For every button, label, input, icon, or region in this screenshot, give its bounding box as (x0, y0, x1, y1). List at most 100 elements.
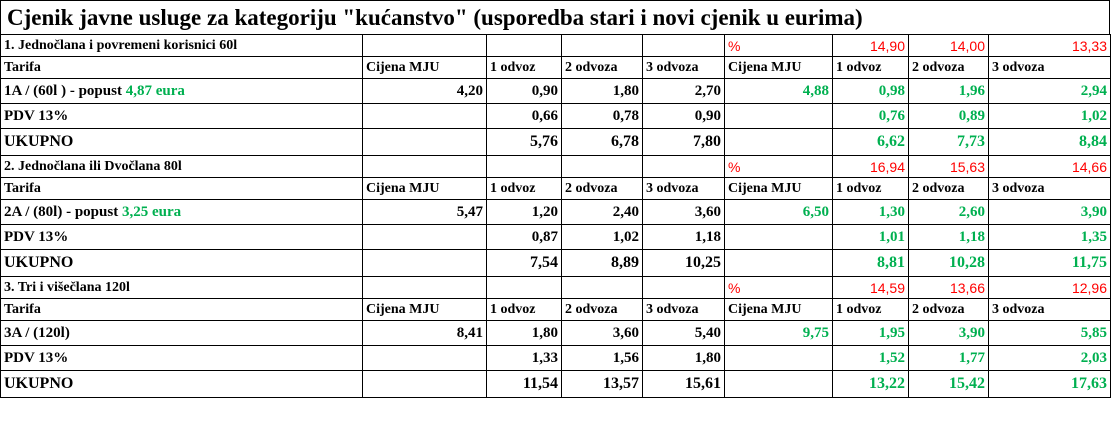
vat-label: PDV 13% (0, 345, 363, 371)
tariff-name: 2A / (80l) - popust (4, 203, 122, 220)
header-cijena-mju-old: Cijena MJU (362, 298, 487, 321)
tariff-row: 1A / (60l ) - popust 4,87 eura 4,20 0,90 1,… (0, 78, 1111, 104)
new-vat-value: 2,03 (988, 345, 1111, 371)
header-cijena-mju-old: Cijena MJU (362, 56, 487, 79)
empty-cell (362, 224, 487, 250)
tariff-label: 2A / (80l) - popust 3,25 eura (0, 199, 363, 225)
empty-cell (486, 34, 562, 57)
empty-cell (362, 103, 487, 129)
header-3-odvoza-new: 3 odvoza (988, 56, 1111, 79)
percent-change-value: 14,90 (832, 34, 909, 57)
old-vat-value: 0,90 (642, 103, 725, 129)
old-total-value: 10,25 (642, 249, 725, 277)
tariff-row: 2A / (80l) - popust 3,25 eura 5,47 1,20 2,4… (0, 199, 1111, 225)
empty-cell (362, 276, 487, 299)
header-cijena-mju-new: Cijena MJU (724, 177, 833, 200)
empty-cell (724, 249, 833, 277)
new-price-mju: 9,75 (724, 320, 833, 346)
empty-cell (724, 128, 833, 156)
tariff-discount: 4,87 eura (125, 82, 185, 99)
section-header-row: 3. Tri i višečlana 120l% 14,59 13,66 12,96 (0, 276, 1111, 299)
empty-cell (561, 155, 643, 178)
header-cijena-mju-new: Cijena MJU (724, 56, 833, 79)
empty-cell (724, 103, 833, 129)
header-3-odvoza-new: 3 odvoza (988, 177, 1111, 200)
total-row: UKUPNO 11,54 13,57 15,61 13,22 15,42 17,63 (0, 370, 1111, 398)
column-header-row: Tarifa Cijena MJU 1 odvoz 2 odvoza 3 odvoza C… (0, 56, 1111, 79)
empty-cell (362, 249, 487, 277)
tariff-label: 1A / (60l ) - popust 4,87 eura (0, 78, 363, 104)
section-name: 1. Jednočlana i povremeni korisnici 60l (0, 34, 363, 57)
old-base-value: 1,20 (486, 199, 562, 225)
percent-change-value: 13,66 (908, 276, 989, 299)
column-header-row: Tarifa Cijena MJU 1 odvoz 2 odvoza 3 odvoza C… (0, 177, 1111, 200)
header-1-odvoz-new: 1 odvoz (832, 56, 909, 79)
percent-label: % (724, 276, 833, 299)
old-price-mju: 5,47 (362, 199, 487, 225)
new-total-value: 7,73 (908, 128, 989, 156)
new-base-value: 3,90 (908, 320, 989, 346)
header-2-odvoza-old: 2 odvoza (561, 298, 643, 321)
new-vat-value: 1,18 (908, 224, 989, 250)
tariff-label: 3A / (120l) (0, 320, 363, 346)
vat-row: PDV 13% 0,66 0,78 0,90 0,76 0,89 1,02 (0, 103, 1111, 129)
new-vat-value: 1,01 (832, 224, 909, 250)
empty-cell (362, 370, 487, 398)
old-base-value: 5,40 (642, 320, 725, 346)
empty-cell (561, 276, 643, 299)
header-tarifa: Tarifa (0, 177, 363, 200)
header-2-odvoza-new: 2 odvoza (908, 177, 989, 200)
new-total-value: 10,28 (908, 249, 989, 277)
old-vat-value: 1,56 (561, 345, 643, 371)
tariff-name: 3A / (120l) (4, 324, 70, 341)
header-1-odvoz-old: 1 odvoz (486, 56, 562, 79)
header-1-odvoz-old: 1 odvoz (486, 177, 562, 200)
section-header-row: 1. Jednočlana i povremeni korisnici 60l%… (0, 34, 1111, 57)
section-header-row: 2. Jednočlana ili Dvočlana 80l% 16,94 15,6… (0, 155, 1111, 178)
tariff-discount: 3,25 eura (121, 203, 182, 220)
header-cijena-mju-new: Cijena MJU (724, 298, 833, 321)
new-base-value: 1,96 (908, 78, 989, 104)
tariff-name: 1A / (60l ) - popust (4, 82, 126, 99)
new-base-value: 3,90 (988, 199, 1111, 225)
new-vat-value: 1,02 (988, 103, 1111, 129)
old-vat-value: 1,33 (486, 345, 562, 371)
old-vat-value: 0,78 (561, 103, 643, 129)
new-total-value: 11,75 (988, 249, 1111, 277)
price-table: 1. Jednočlana i povremeni korisnici 60l%… (0, 34, 1111, 398)
old-base-value: 0,90 (486, 78, 562, 104)
empty-cell (724, 370, 833, 398)
header-3-odvoza-old: 3 odvoza (642, 298, 725, 321)
new-total-value: 13,22 (832, 370, 909, 398)
vat-label: PDV 13% (0, 224, 363, 250)
percent-change-value: 15,63 (908, 155, 989, 178)
new-total-value: 6,62 (832, 128, 909, 156)
percent-label: % (724, 34, 833, 57)
empty-cell (362, 155, 487, 178)
empty-cell (561, 34, 643, 57)
empty-cell (642, 276, 725, 299)
old-total-value: 7,80 (642, 128, 725, 156)
column-header-row: Tarifa Cijena MJU 1 odvoz 2 odvoza 3 odvoza C… (0, 298, 1111, 321)
section-name: 3. Tri i višečlana 120l (0, 276, 363, 299)
old-base-value: 1,80 (486, 320, 562, 346)
old-vat-value: 0,87 (486, 224, 562, 250)
old-price-mju: 4,20 (362, 78, 487, 104)
percent-label: % (724, 155, 833, 178)
header-tarifa: Tarifa (0, 298, 363, 321)
new-total-value: 8,81 (832, 249, 909, 277)
new-vat-value: 1,35 (988, 224, 1111, 250)
empty-cell (642, 155, 725, 178)
old-base-value: 2,70 (642, 78, 725, 104)
percent-change-value: 14,00 (908, 34, 989, 57)
empty-cell (724, 345, 833, 371)
old-total-value: 11,54 (486, 370, 562, 398)
header-cijena-mju-old: Cijena MJU (362, 177, 487, 200)
old-vat-value: 1,18 (642, 224, 725, 250)
percent-change-value: 12,96 (988, 276, 1111, 299)
new-total-value: 8,84 (988, 128, 1111, 156)
new-base-value: 1,95 (832, 320, 909, 346)
old-total-value: 5,76 (486, 128, 562, 156)
new-vat-value: 1,77 (908, 345, 989, 371)
new-price-mju: 6,50 (724, 199, 833, 225)
